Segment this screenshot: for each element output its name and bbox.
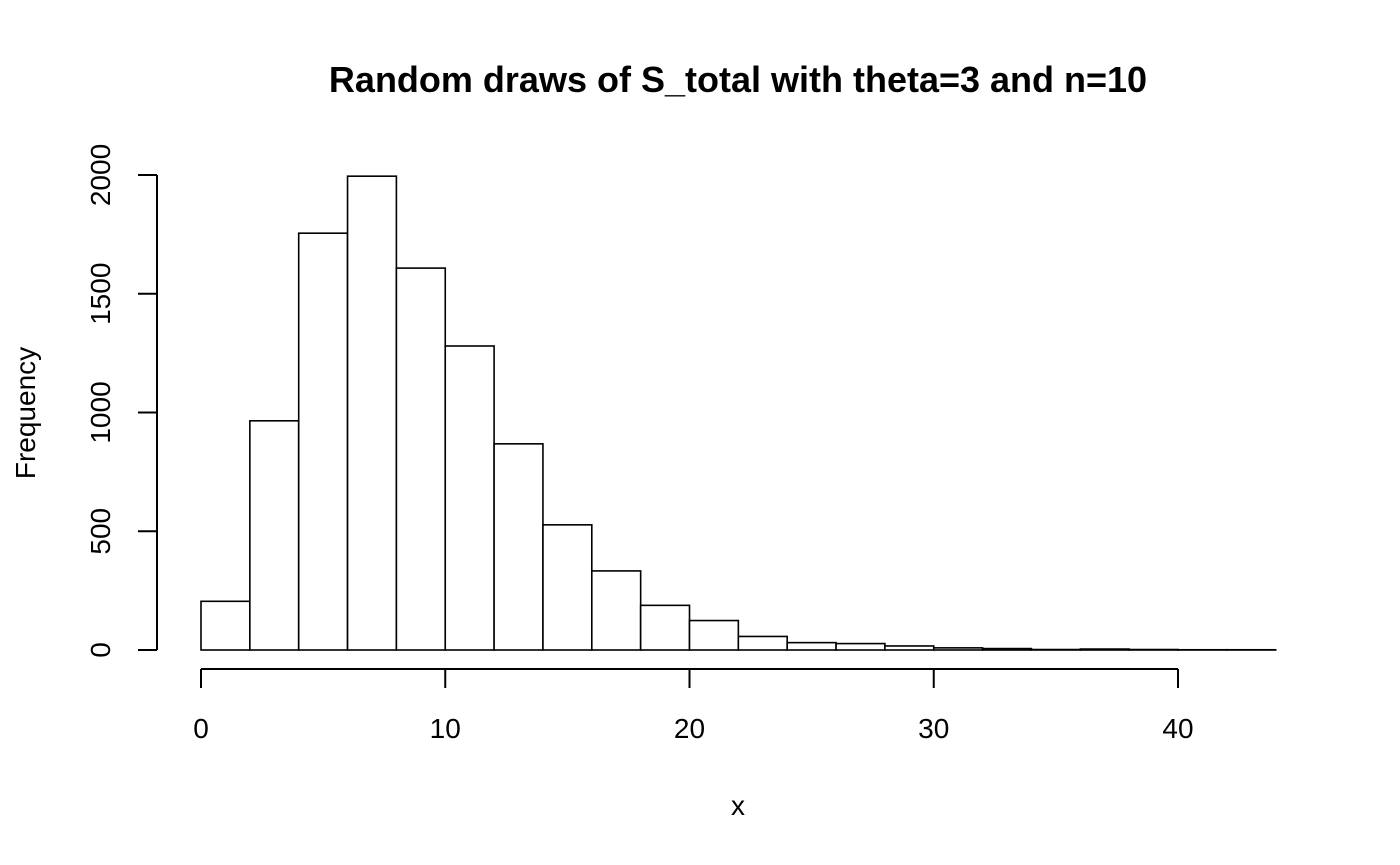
y-axis: 0 500 1000 1500 2000: [85, 144, 158, 658]
histogram-bar: [297, 232, 349, 651]
x-tick-label: 0: [193, 713, 209, 744]
y-tick-label: 1500: [85, 263, 116, 325]
histogram-bar: [542, 524, 593, 651]
histogram-bar: [395, 267, 447, 651]
histogram-bar: [444, 345, 495, 651]
x-tick-label: 20: [674, 713, 705, 744]
x-tick-label: 10: [430, 713, 461, 744]
x-tick-label: 40: [1162, 713, 1193, 744]
histogram-bar: [346, 175, 398, 651]
chart-title: Random draws of S_total with theta=3 and…: [329, 59, 1147, 100]
histogram-bar: [639, 604, 691, 651]
histogram-bar: [835, 642, 886, 651]
histogram-bar: [493, 443, 544, 651]
y-tick-label: 500: [85, 508, 116, 555]
histogram-bar: [590, 570, 642, 651]
y-axis-label: Frequency: [10, 347, 41, 479]
x-axis: 0 10 20 30 40: [193, 668, 1194, 744]
y-tick-label: 2000: [85, 144, 116, 206]
y-tick-label: 1000: [85, 381, 116, 443]
histogram-bar: [688, 619, 740, 651]
histogram-bar: [1079, 648, 1130, 651]
histogram-bars: [200, 175, 1277, 651]
x-tick-label: 30: [918, 713, 949, 744]
histogram-bar: [737, 635, 788, 651]
histogram-bar: [786, 641, 837, 651]
histogram-bar: [249, 420, 300, 651]
histogram-bar: [981, 647, 1033, 651]
histogram-bar: [200, 600, 251, 651]
histogram-bar: [932, 647, 984, 651]
x-axis-label: x: [731, 790, 745, 821]
y-tick-label: 0: [85, 642, 116, 658]
histogram-bar: [884, 645, 935, 651]
